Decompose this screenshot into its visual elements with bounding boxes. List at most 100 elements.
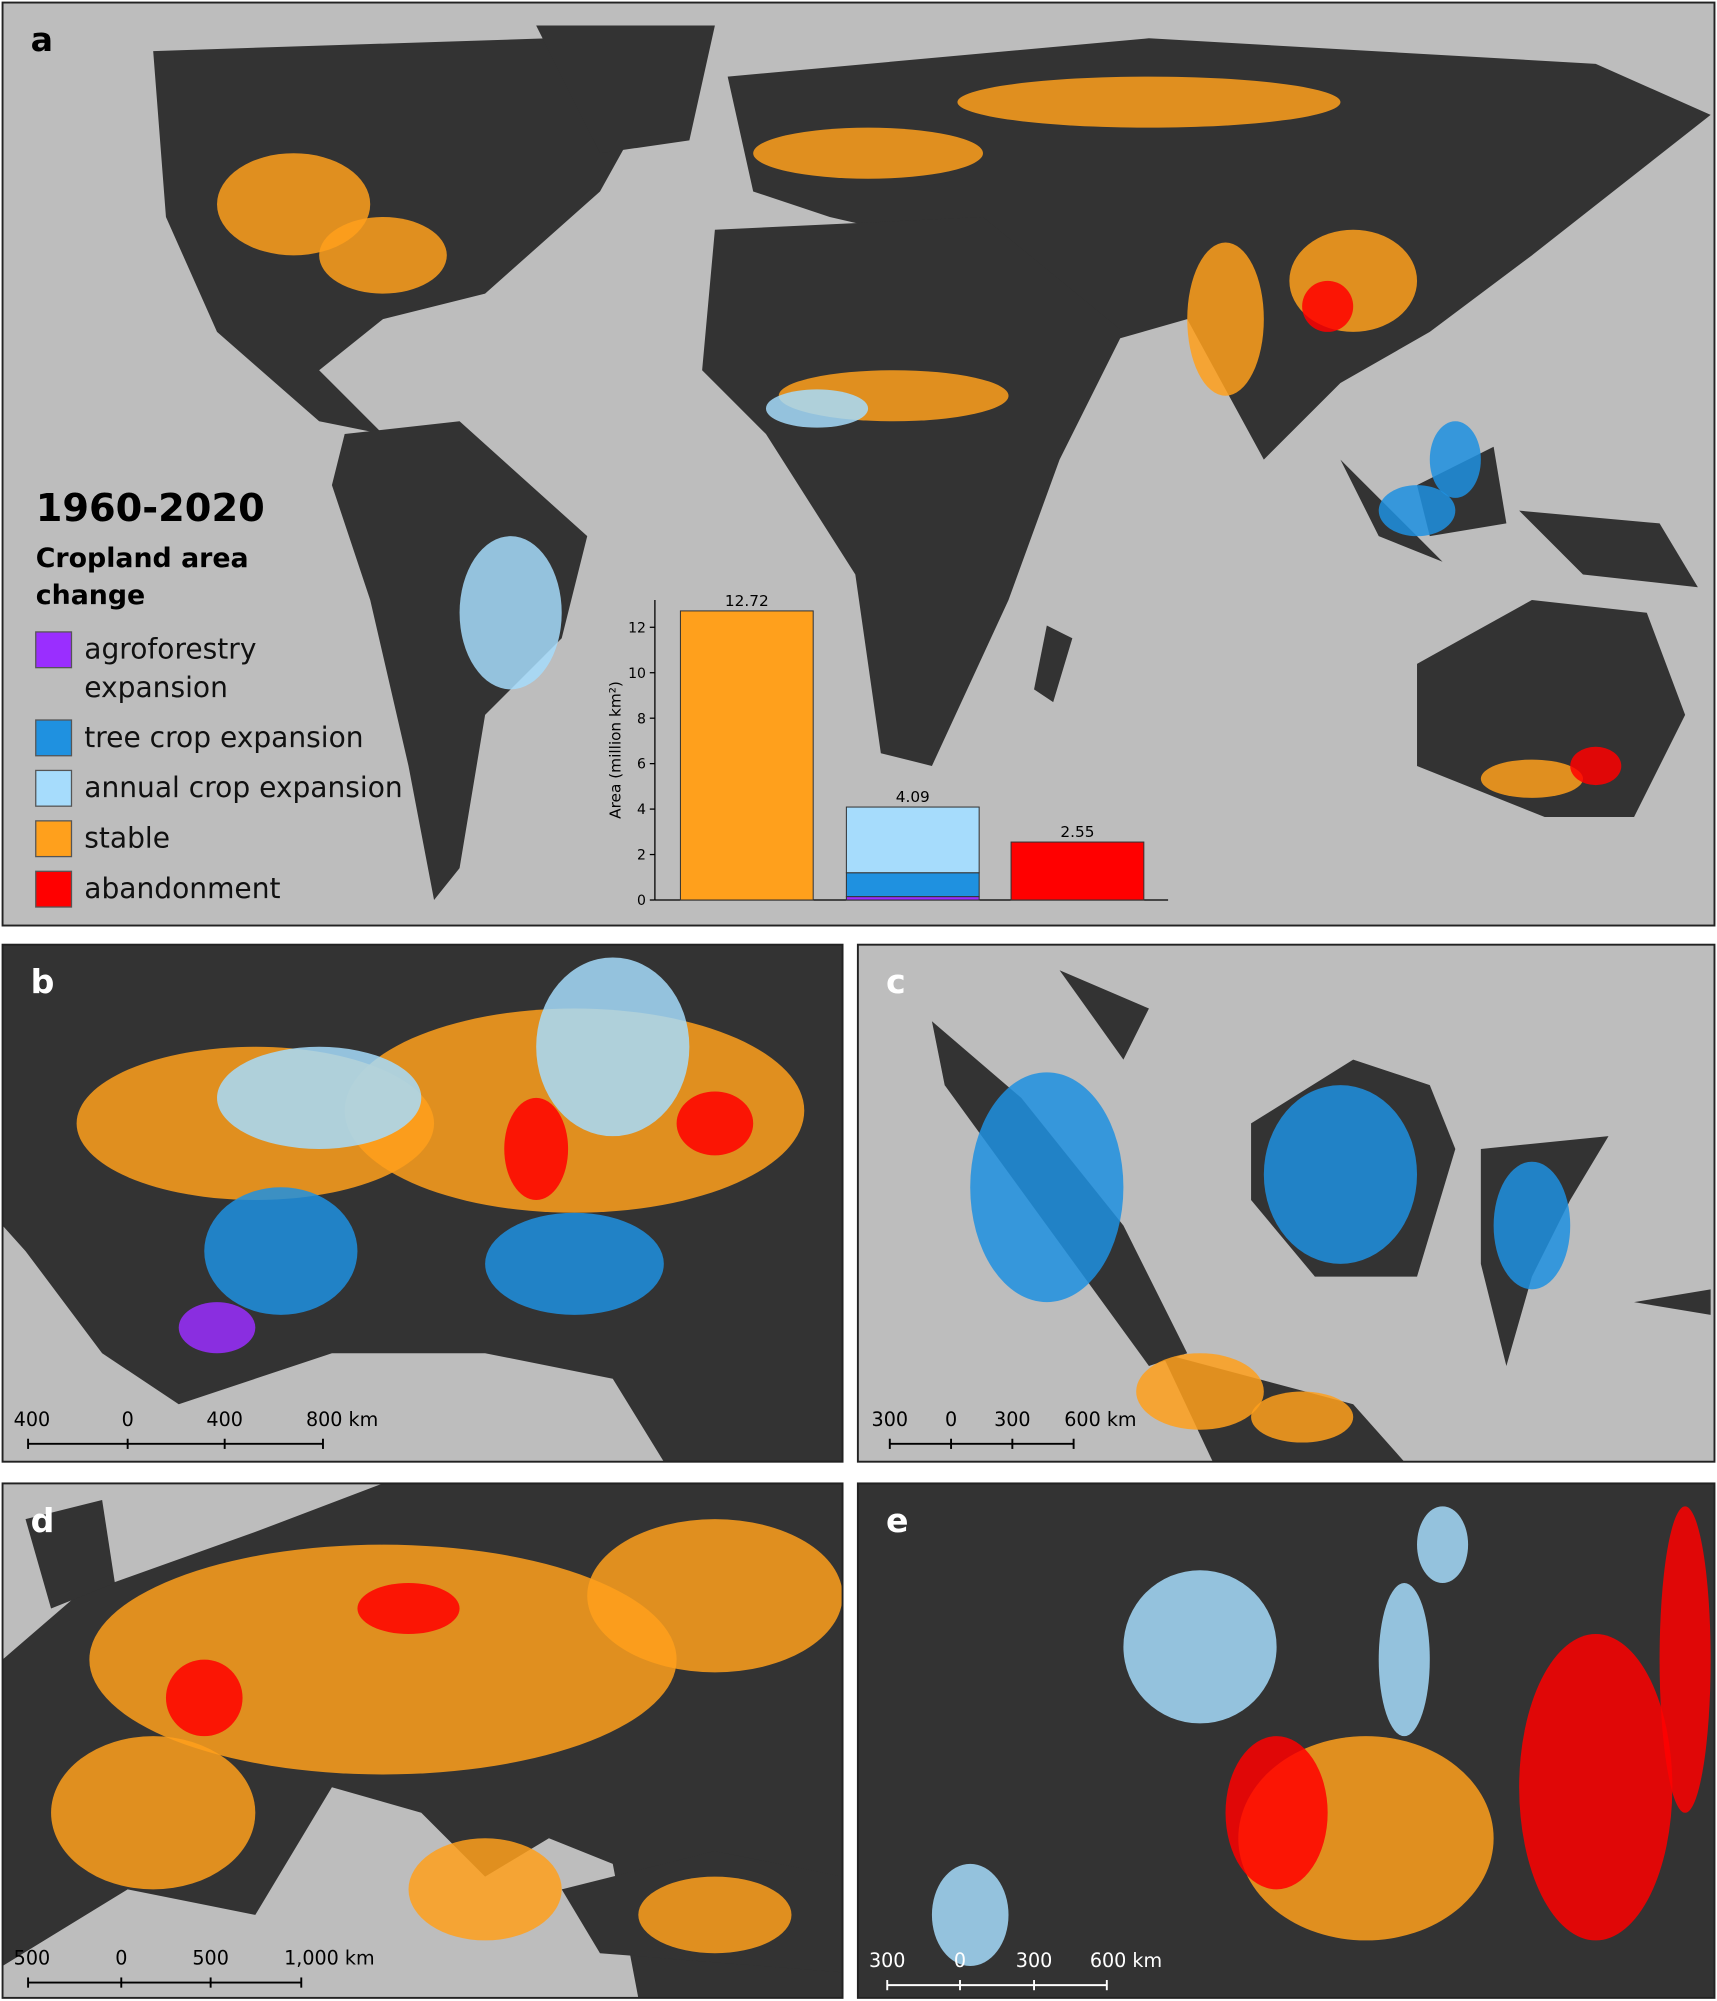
cropland-area [1570,746,1622,786]
cropland-area [1225,1736,1328,1890]
legend-subtitle: Cropland area [36,543,249,574]
cropland-area [1251,1391,1354,1443]
land [25,1500,115,1609]
land [1034,625,1073,703]
y-axis-label: Area (million km²) [606,681,624,819]
map-panel [2,2,1715,926]
legend-swatch [35,769,73,807]
land [702,217,1124,766]
cropland-area [1378,485,1456,537]
scale-bar-label: 1,000 km [284,1947,375,1970]
cropland-area [536,957,690,1137]
land [1059,970,1149,1060]
cropland-area [1187,242,1264,396]
cropland-area [1302,280,1354,332]
panel-label: a [31,20,53,59]
land [1634,1289,1711,1315]
scale-bar-label: 600 km [1064,1408,1136,1431]
map-panel [857,944,1715,1462]
bar-segment [845,872,980,898]
bar-total-label: 2.55 [1060,823,1094,841]
land [1519,510,1698,588]
cropland-area [1519,1634,1673,1941]
map-panel [2,944,843,1462]
scale-bar-label: 300 [869,1949,906,1972]
legend-label: annual crop expansion [84,771,402,804]
cropland-area [357,1582,460,1635]
cropland-area [970,1072,1124,1303]
legend-subtitle: change [36,580,145,611]
cropland-area [753,127,983,179]
cropland-area [165,1659,243,1737]
scale-bar-label: 300 [994,1408,1031,1431]
panel-border [1,1,1716,927]
map-panel [857,1483,1715,1998]
cropland-area [1378,1582,1430,1737]
bar-segment [679,610,814,901]
y-tick-label: 6 [637,757,646,773]
y-tick-label: 4 [637,802,646,818]
cropland-area [1263,1085,1418,1264]
scale-bar-label: 800 km [306,1408,378,1431]
cropland-area [1417,1506,1469,1583]
scale-bar-label: 300 [872,1408,909,1431]
panel-border [1,1482,844,1999]
bar-total-label: 12.72 [725,592,769,610]
legend-swatch [35,820,73,858]
cropland-area [178,1302,256,1354]
panel-label: b [31,962,55,1001]
panel-label: e [886,1501,909,1540]
y-tick-label: 2 [637,848,646,864]
legend-swatch [35,870,73,908]
map-panel [2,1483,843,1998]
cropland-area [676,1091,754,1156]
cropland-area [217,153,371,256]
bar-segment [845,896,980,901]
legend-swatch [35,631,73,669]
panel-label: c [886,962,906,1001]
cropland-area [319,217,447,294]
cropland-area [51,1736,256,1890]
cropland-area [1493,1161,1571,1290]
scale-bar-label: 500 [14,1947,51,1970]
legend-label: tree crop expansion [84,721,363,754]
scale-bar-label: 600 km [1090,1949,1162,1972]
bar-segment [1010,841,1145,901]
cropland-area [638,1876,792,1954]
panel-border [1,943,844,1463]
scale-bar-label: 0 [954,1949,966,1972]
cropland-area [504,1097,569,1201]
bar-segment [845,806,980,874]
scale-bar-label: 500 [192,1947,229,1970]
y-tick-label: 0 [637,893,646,909]
cropland-area [1429,421,1481,498]
cropland-area [931,1863,1009,1966]
scale-bar-label: 0 [122,1408,134,1431]
scale-bar-label: 300 [1016,1949,1053,1972]
cropland-area [204,1187,358,1315]
cropland-area [459,536,562,690]
y-tick-label: 10 [628,666,646,682]
legend-label: abandonment [84,872,280,905]
cropland-area [1480,759,1583,798]
cropland-area [765,389,869,428]
scale-bar-label: 0 [115,1947,127,1970]
scale-bar-label: 0 [945,1408,957,1431]
panel-label: d [31,1501,55,1540]
cropland-area [408,1838,562,1941]
cropland-area [587,1519,843,1673]
panel-border [856,1482,1716,1999]
cropland-area [485,1212,664,1315]
scale-bar-label: 400 [14,1408,51,1431]
cropland-area [1123,1570,1277,1724]
legend-label: stable [84,822,170,855]
cropland-area [1136,1353,1264,1430]
legend-label: agroforestry expansion [84,633,256,704]
legend-swatch [35,719,73,757]
cropland-area [1659,1506,1711,1813]
bar-total-label: 4.09 [896,788,930,806]
scale-bar-label: 400 [206,1408,243,1431]
cropland-area [217,1046,422,1149]
